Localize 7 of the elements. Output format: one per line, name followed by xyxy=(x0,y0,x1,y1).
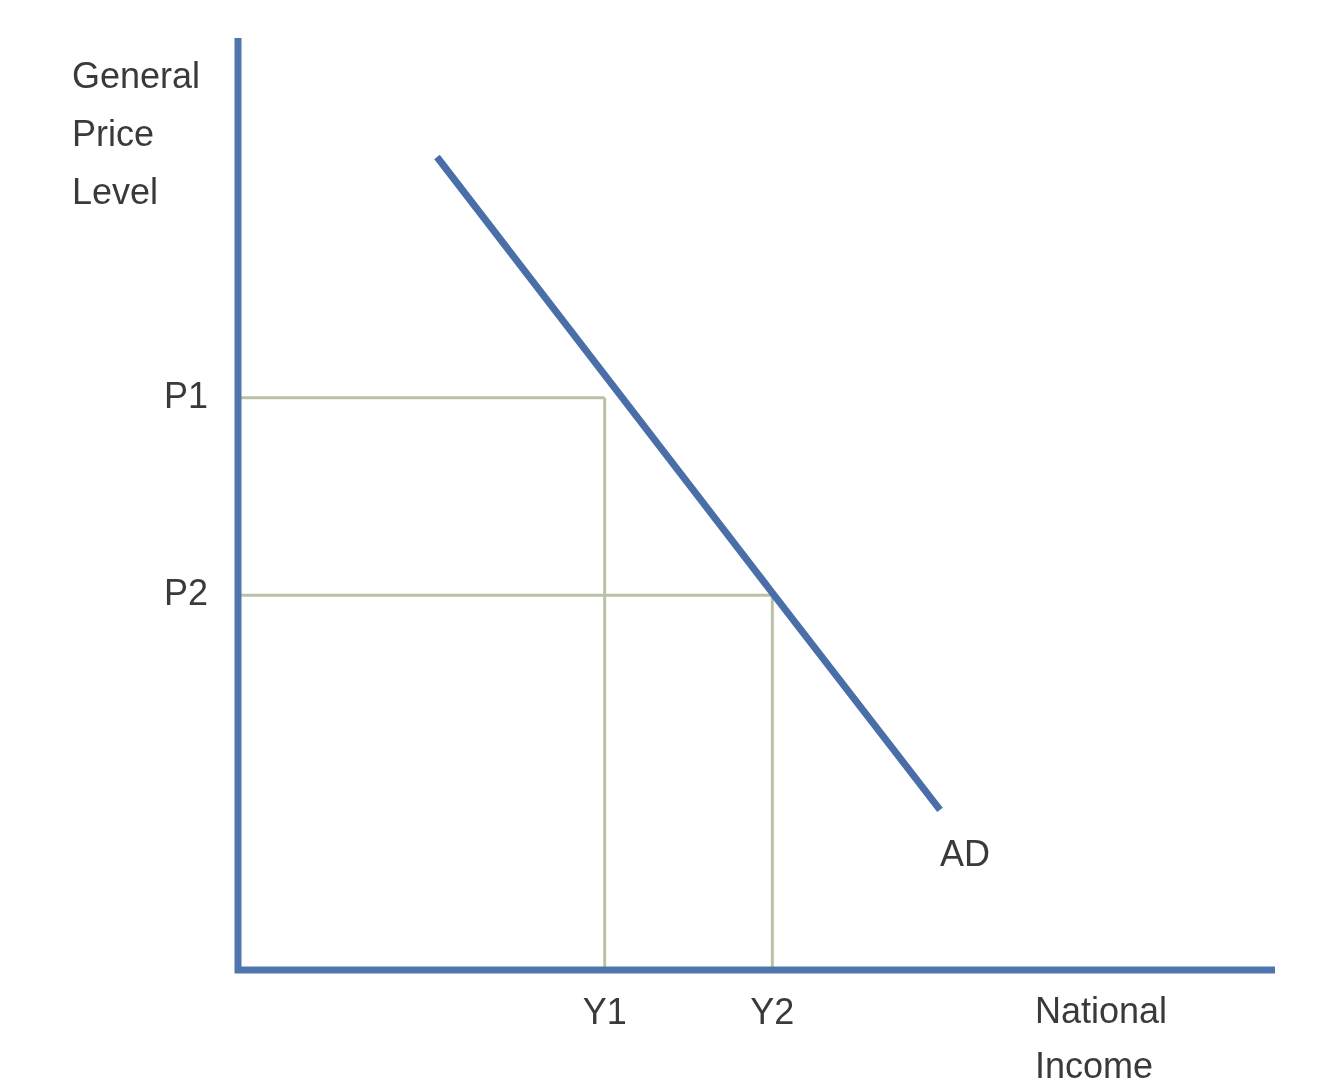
x-tick-label: Y2 xyxy=(750,990,795,1032)
y-axis-title: General Price Level xyxy=(72,54,201,212)
x-tick-label: Y1 xyxy=(582,990,627,1032)
ref-line-label: P1 xyxy=(163,374,208,416)
x-axis-title: National Income xyxy=(1035,989,1168,1086)
ref-line-label: P2 xyxy=(163,572,208,614)
annotation: AD xyxy=(940,832,991,874)
